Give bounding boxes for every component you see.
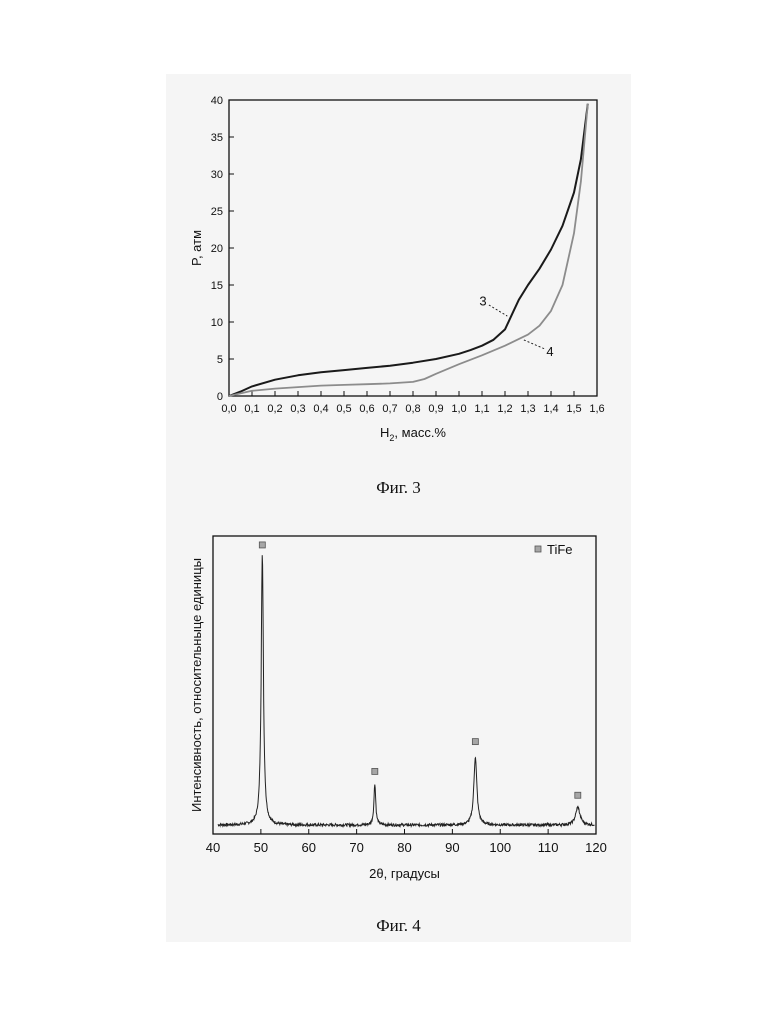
legend-tife-marker	[535, 546, 541, 552]
tife-peak-marker	[372, 768, 378, 774]
x-tick-label: 70	[349, 840, 363, 855]
y-axis-title: Интенсивность, относительныце единицы	[189, 558, 204, 812]
x-tick-label: 110	[538, 840, 559, 855]
x-axis-title: 2θ, градусы	[369, 866, 440, 881]
plot-frame	[213, 536, 596, 834]
tife-peak-marker	[575, 792, 581, 798]
x-tick-label: 60	[302, 840, 316, 855]
x-tick-label: 40	[206, 840, 220, 855]
x-tick-label: 90	[445, 840, 459, 855]
legend-tife-label: TiFe	[547, 542, 573, 557]
x-tick-label: 100	[489, 840, 511, 855]
tife-peak-marker	[259, 542, 265, 548]
figure-4-caption: Фиг. 4	[166, 916, 631, 936]
tife-peak-marker	[472, 739, 478, 745]
x-tick-label: 80	[397, 840, 411, 855]
xrd-pattern-chart: 40 50 60 70 80 90 100 110 120 2θ, градусы Интенсив…	[0, 0, 780, 900]
x-tick-label: 50	[254, 840, 268, 855]
xrd-pattern-line	[218, 555, 595, 826]
x-tick-label: 120	[585, 840, 607, 855]
